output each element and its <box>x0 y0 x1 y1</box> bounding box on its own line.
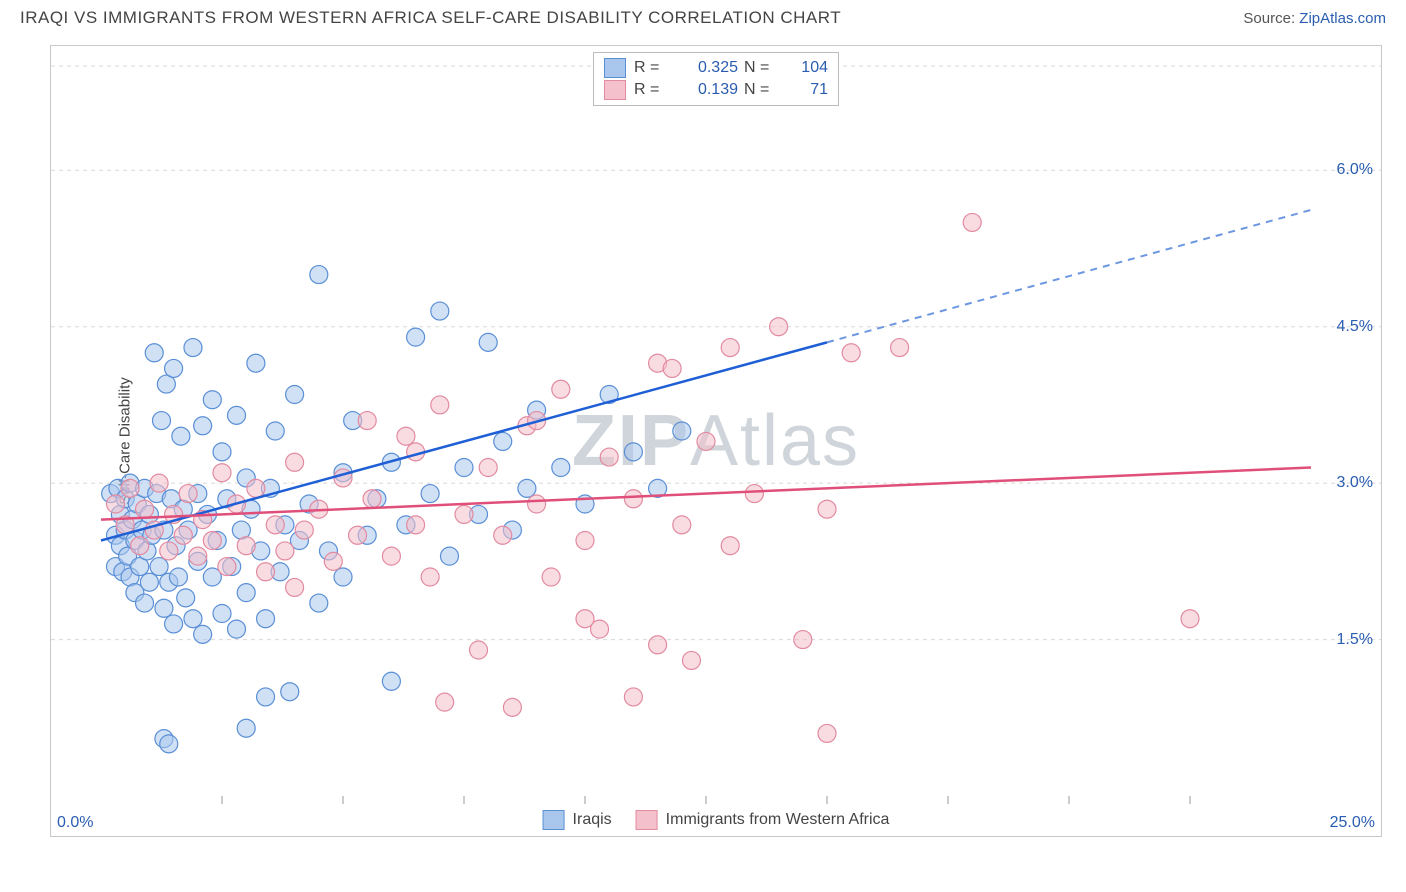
n-label: N = <box>744 59 772 77</box>
y-tick-label: 4.5% <box>1337 318 1373 336</box>
series-legend-item: Immigrants from Western Africa <box>636 810 890 830</box>
correlation-legend: R = 0.325 N = 104 R = 0.139 N = 71 <box>593 52 839 106</box>
x-max-label: 25.0% <box>1330 814 1375 832</box>
n-label: N = <box>744 81 772 99</box>
series-legend: Iraqis Immigrants from Western Africa <box>543 810 890 830</box>
r-value: 0.325 <box>668 59 738 77</box>
source-attribution: Source: ZipAtlas.com <box>1243 10 1386 27</box>
x-min-label: 0.0% <box>57 814 93 832</box>
series-label: Immigrants from Western Africa <box>666 811 890 829</box>
legend-swatch <box>604 80 626 100</box>
correlation-legend-row: R = 0.139 N = 71 <box>604 79 828 101</box>
r-label: R = <box>634 81 662 99</box>
r-label: R = <box>634 59 662 77</box>
legend-swatch <box>543 810 565 830</box>
legend-swatch <box>636 810 658 830</box>
y-tick-label: 1.5% <box>1337 631 1373 649</box>
y-tick-label: 3.0% <box>1337 474 1373 492</box>
correlation-legend-row: R = 0.325 N = 104 <box>604 57 828 79</box>
legend-swatch <box>604 58 626 78</box>
chart-area: Self-Care Disability ZIPAtlas R =0.325N … <box>50 45 1382 837</box>
source-prefix: Source: <box>1243 10 1299 27</box>
n-value: 104 <box>778 59 828 77</box>
series-label: Iraqis <box>573 811 612 829</box>
series-legend-item: Iraqis <box>543 810 612 830</box>
plot-svg <box>51 46 1381 836</box>
chart-title: IRAQI VS IMMIGRANTS FROM WESTERN AFRICA … <box>20 8 841 28</box>
n-value: 71 <box>778 81 828 99</box>
source-link[interactable]: ZipAtlas.com <box>1299 10 1386 27</box>
y-tick-label: 6.0% <box>1337 161 1373 179</box>
r-value: 0.139 <box>668 81 738 99</box>
